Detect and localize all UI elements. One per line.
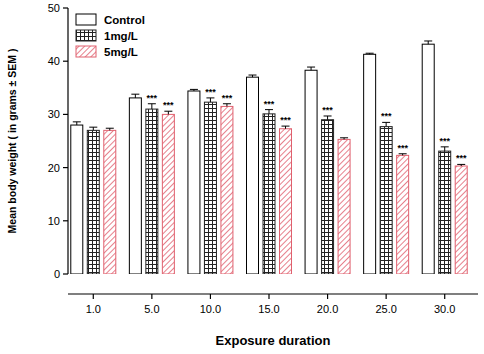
y-tick-label: 20 (48, 162, 60, 174)
y-tick-label: 40 (48, 55, 60, 67)
x-tick (268, 294, 269, 299)
bar (188, 91, 200, 274)
error-bar (457, 164, 465, 166)
y-tick-label: 10 (48, 215, 60, 227)
significance: *** (205, 87, 216, 97)
bar (305, 70, 317, 274)
bar (338, 139, 350, 274)
x-tick (210, 294, 211, 299)
x-tick (444, 294, 445, 299)
x-axis-line (68, 293, 478, 294)
bar (71, 125, 83, 274)
y-tick-label: 50 (48, 2, 60, 14)
y-tick-label: 0 (54, 268, 60, 280)
x-tick-label: 5.0 (144, 303, 159, 315)
bar (263, 114, 275, 274)
error-bar (399, 154, 407, 156)
x-tick-label: 15.0 (258, 303, 279, 315)
error-bar (206, 98, 214, 102)
bar (162, 114, 174, 274)
chart: 0 10 20 30 40 50 Mean body weight ( in grams ±… (0, 0, 484, 354)
x-tick (93, 294, 94, 299)
significance: *** (222, 93, 233, 103)
bar (146, 109, 158, 274)
bar (221, 106, 233, 274)
x-axis-label: Exposure duration (216, 333, 331, 348)
significance: *** (397, 143, 408, 153)
y-axis-line (67, 8, 68, 274)
x-tick-label: 10.0 (200, 303, 221, 315)
y-tick (63, 7, 68, 8)
x-tick (327, 294, 328, 299)
legend-label: Control (104, 14, 145, 26)
error-bar (366, 53, 374, 54)
x-tick (151, 294, 152, 299)
significance: *** (163, 100, 174, 110)
x-tick-label: 1.0 (86, 303, 101, 315)
error-bar (164, 111, 172, 114)
error-bar (382, 122, 390, 126)
x-tick-label: 25.0 (375, 303, 396, 315)
error-bar (148, 104, 156, 109)
x-tick (386, 294, 387, 299)
error-bar (340, 138, 348, 140)
legend-label: 5mg/L (104, 46, 138, 58)
bar (364, 54, 376, 274)
bar (397, 155, 409, 274)
bar (422, 44, 434, 274)
bar (439, 151, 451, 274)
y-axis-label: Mean body weight ( in grams ± SEM ) (6, 49, 18, 234)
y-tick (63, 167, 68, 168)
bar (129, 98, 141, 274)
bar (87, 130, 99, 274)
significance: *** (381, 111, 392, 121)
legend-label: 1mg/L (104, 30, 138, 42)
y-tick (63, 273, 68, 274)
error-bar (190, 89, 198, 91)
significance: *** (264, 99, 275, 109)
legend-swatch (76, 46, 96, 57)
error-bar (282, 126, 290, 129)
error-bar (307, 67, 315, 70)
significance: *** (280, 115, 291, 125)
legend-swatch (76, 30, 96, 41)
error-bar (249, 75, 257, 77)
error-bar (424, 41, 432, 44)
bar (455, 166, 467, 274)
y-tick-label: 30 (48, 108, 60, 120)
error-bar (441, 147, 449, 151)
error-bar (324, 116, 332, 120)
error-bar (73, 122, 81, 125)
significance: *** (147, 93, 158, 103)
bar (204, 102, 216, 274)
error-bar (265, 110, 273, 114)
x-tick-label: 30.0 (434, 303, 455, 315)
bar (247, 77, 259, 274)
bars (71, 41, 467, 274)
significance: *** (322, 105, 333, 115)
y-tick (63, 114, 68, 115)
bar (380, 127, 392, 274)
significance: *** (456, 153, 467, 163)
significance: *** (439, 136, 450, 146)
y-tick (63, 61, 68, 62)
error-bar (106, 128, 114, 130)
error-bar (131, 94, 139, 98)
error-bar (89, 127, 97, 130)
bar (322, 120, 334, 274)
x-tick-label: 20.0 (317, 303, 338, 315)
y-tick (63, 220, 68, 221)
legend-swatch (76, 14, 96, 25)
bar (280, 129, 292, 274)
bar (104, 130, 116, 274)
error-bar (223, 104, 231, 107)
